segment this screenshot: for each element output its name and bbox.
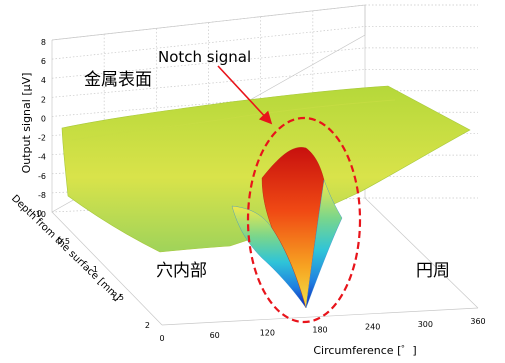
notch-arrow (217, 65, 273, 125)
y-tick-label: 1.5 (111, 293, 124, 302)
surface-ripple (71, 99, 396, 141)
z-tick-label: 8 (41, 38, 46, 47)
y-tick-label: 0 (37, 209, 42, 218)
z-tick-label: 6 (41, 57, 46, 66)
surface (61, 85, 471, 309)
z-tick-label: -8 (38, 191, 46, 200)
z-tick-label: -6 (38, 172, 46, 181)
x-axis-ticks: 0 60 120 180 240 300 360 (159, 317, 485, 343)
notch-right-wall (305, 179, 343, 309)
z-tick-label: 0 (41, 114, 46, 123)
x-tick-label: 180 (312, 326, 327, 335)
x-tick-label: 300 (418, 320, 433, 329)
x-tick-label: 120 (260, 328, 275, 337)
front-floor-edge (161, 307, 479, 326)
x-tick-label: 240 (365, 323, 380, 332)
z-axis-ticks: 8 6 4 2 0 -2 -4 -6 -8 -10 (33, 38, 46, 219)
z-tick-label: 4 (41, 76, 46, 85)
y-tick-label: 0.5 (57, 237, 70, 246)
notch-ellipse (246, 116, 362, 324)
x-tick-label: 360 (470, 317, 485, 326)
z-tick-label: -2 (38, 134, 46, 143)
y-axis-ticks: 0 0.5 1 1.5 2 (37, 209, 150, 330)
notch-signal-label: Notch signal (158, 48, 251, 66)
z-tick-label: -10 (33, 210, 46, 219)
z-tick-label: 2 (41, 95, 46, 104)
metal-surface-label: 金属表面 (84, 70, 152, 90)
x-tick-label: 0 (159, 334, 164, 343)
z-tick-label: -4 (38, 153, 46, 162)
y-tick-label: 1 (93, 265, 98, 274)
circumference-label: 円周 (416, 261, 450, 281)
z-axis-label: Output signal [μV] (20, 73, 33, 174)
left-floor-edge (51, 211, 163, 326)
hole-interior-label: 穴内部 (156, 261, 207, 281)
y-tick-label: 2 (145, 321, 150, 330)
x-axis-label: Circumference [゜] (313, 344, 416, 357)
x-tick-label: 60 (210, 331, 220, 340)
